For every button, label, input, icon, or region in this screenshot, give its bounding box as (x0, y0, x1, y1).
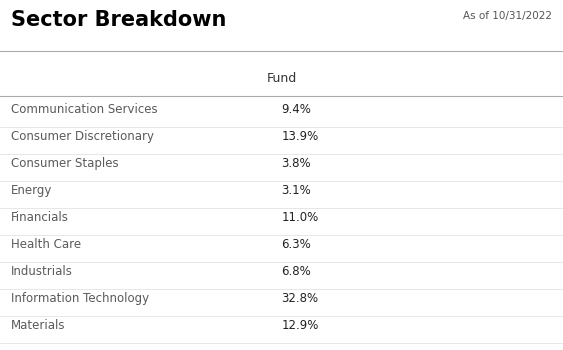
Text: Consumer Staples: Consumer Staples (11, 157, 119, 170)
Text: 13.9%: 13.9% (282, 130, 319, 143)
Text: 12.9%: 12.9% (282, 320, 319, 332)
Text: 6.3%: 6.3% (282, 238, 311, 251)
Text: Energy: Energy (11, 184, 52, 197)
Text: Health Care: Health Care (11, 238, 82, 251)
Text: 3.1%: 3.1% (282, 184, 311, 197)
Text: Communication Services: Communication Services (11, 103, 158, 116)
Text: Materials: Materials (11, 320, 66, 332)
Text: As of 10/31/2022: As of 10/31/2022 (463, 10, 552, 21)
Text: 11.0%: 11.0% (282, 211, 319, 224)
Text: 9.4%: 9.4% (282, 103, 311, 116)
Text: 32.8%: 32.8% (282, 293, 319, 306)
Text: Consumer Discretionary: Consumer Discretionary (11, 130, 154, 143)
Text: Sector Breakdown: Sector Breakdown (11, 10, 227, 30)
Text: Fund: Fund (266, 72, 297, 85)
Text: 3.8%: 3.8% (282, 157, 311, 170)
Text: Industrials: Industrials (11, 265, 73, 278)
Text: 6.8%: 6.8% (282, 265, 311, 278)
Text: Information Technology: Information Technology (11, 293, 149, 306)
Text: Financials: Financials (11, 211, 69, 224)
